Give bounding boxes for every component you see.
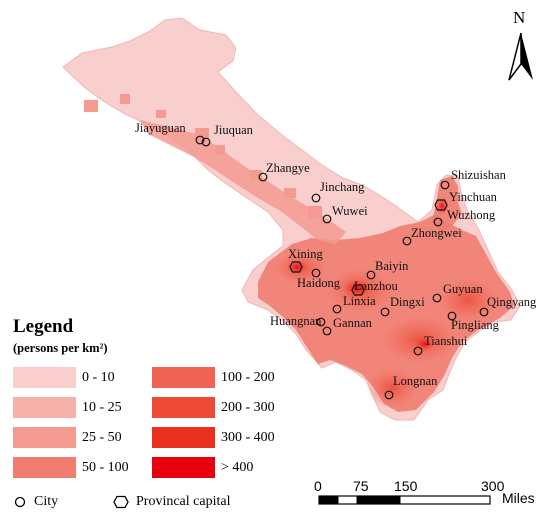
north-arrow: N [508, 8, 533, 81]
city-marker-shizuishan [440, 180, 450, 190]
city-marker-guyuan [432, 293, 442, 303]
legend-label: 100 - 200 [221, 369, 275, 385]
legend-label: 0 - 10 [82, 369, 115, 385]
legend-item-100-200: 100 - 200 [152, 367, 275, 388]
city-label-wuwei: Wuwei [332, 204, 368, 218]
legend-swatch [13, 397, 76, 418]
legend-label: 200 - 300 [221, 399, 275, 415]
legend-swatch [13, 367, 76, 388]
city-labels: Jiayuguan Jiuquan Zhangye Jinchang Wuwei Shiz… [135, 121, 537, 388]
city-label-linxia: Linxia [343, 294, 376, 308]
city-marker-gannan [322, 326, 332, 336]
city-label-qingyang: Qingyang [487, 295, 537, 309]
legend-swatch [13, 457, 76, 478]
capital-marker-yinchuan [434, 199, 448, 211]
scale-tick-150: 150 [394, 478, 418, 494]
legend-swatch [152, 427, 215, 448]
legend-swatch [152, 457, 215, 478]
city-label-longnan: Longnan [393, 374, 438, 388]
city-label-yinchuan: Yinchuan [449, 190, 498, 204]
city-marker-wuzhong [433, 217, 443, 227]
city-marker-zhongwei [402, 236, 412, 246]
legend-capital-label: Provincal capital [136, 494, 231, 509]
city-marker-linxia [332, 304, 342, 314]
city-marker-jiuquan [201, 137, 211, 147]
city-marker-pingliang [447, 311, 457, 321]
city-markers [195, 135, 489, 400]
density-zone-corridor [140, 120, 346, 244]
legend-label: 25 - 50 [82, 429, 122, 445]
city-label-jiayuguan: Jiayuguan [135, 121, 186, 135]
capital-marker-xining [289, 261, 303, 273]
city-marker-jinchang [311, 193, 321, 203]
city-label-shizuishan: Shizuishan [451, 168, 507, 182]
legend-item-25-50: 25 - 50 [13, 427, 122, 448]
city-label-guyuan: Guyuan [443, 282, 483, 296]
legend-swatch [13, 427, 76, 448]
legend-title: Legend [13, 316, 74, 337]
city-label-pingliang: Pingliang [451, 318, 500, 332]
city-marker-baiyin [366, 270, 376, 280]
legend-label: 50 - 100 [82, 459, 129, 475]
legend-label: > 400 [221, 459, 254, 475]
scale-tick-75: 75 [353, 478, 369, 494]
scale-unit: Miles [502, 490, 535, 506]
city-label-gannan: Gannan [333, 316, 373, 330]
legend-label: 10 - 25 [82, 399, 122, 415]
legend-item-over-400: > 400 [152, 457, 253, 478]
city-marker-longnan [384, 390, 394, 400]
city-label-zhongwei: Zhongwei [411, 226, 462, 240]
legend-item-200-300: 200 - 300 [152, 397, 275, 418]
city-label-dingxi: Dingxi [390, 295, 425, 309]
legend-item-50-100: 50 - 100 [13, 457, 129, 478]
scale-bar: 0 75 150 300 Miles [314, 478, 535, 506]
city-label-baiyin: Baiyin [375, 259, 409, 273]
city-label-xining: Xining [288, 247, 323, 261]
city-marker-zhangye [258, 172, 268, 182]
legend-item-10-25: 10 - 25 [13, 397, 122, 418]
city-marker-dingxi [380, 307, 390, 317]
city-marker-qingyang [479, 307, 489, 317]
legend-subtitle: (persons per km²) [13, 341, 108, 355]
circle-icon [14, 496, 26, 508]
legend-label: 300 - 400 [221, 429, 275, 445]
city-label-haidong: Haidong [297, 276, 341, 290]
hexagon-icon [113, 495, 129, 509]
capital-marker-lanzhou [351, 284, 365, 296]
city-label-jinchang: Jinchang [320, 180, 365, 194]
city-marker-haidong [311, 268, 321, 278]
scale-tick-300: 300 [481, 478, 505, 494]
legend-item-0-10: 0 - 10 [13, 367, 115, 388]
legend-swatch [152, 367, 215, 388]
density-zone-pingliang [438, 278, 498, 322]
city-marker-wuwei [322, 214, 332, 224]
city-marker-huangnan [316, 317, 326, 327]
legend-capital-symbol: Provincal capital [113, 494, 230, 510]
hotspot-lanzhou [343, 279, 371, 297]
north-arrow-label: N [513, 8, 525, 27]
legend-city-label: City [34, 494, 59, 509]
legend-item-300-400: 300 - 400 [152, 427, 275, 448]
city-marker-jiayuguan [195, 135, 205, 145]
city-label-jiuquan: Jiuquan [214, 123, 254, 137]
city-label-tianshui: Tianshui [424, 334, 468, 348]
city-label-lanzhou: Lanzhou [354, 279, 398, 293]
city-label-zhangye: Zhangye [266, 161, 310, 175]
legend-swatch [152, 397, 215, 418]
density-zone-longnan [366, 368, 418, 408]
city-label-wuzhong: Wuzhong [447, 208, 496, 222]
legend-city-symbol: City [13, 494, 58, 510]
city-marker-tianshui [413, 346, 423, 356]
city-label-huangnan: Huangnan [270, 314, 322, 328]
scale-tick-0: 0 [314, 478, 322, 494]
